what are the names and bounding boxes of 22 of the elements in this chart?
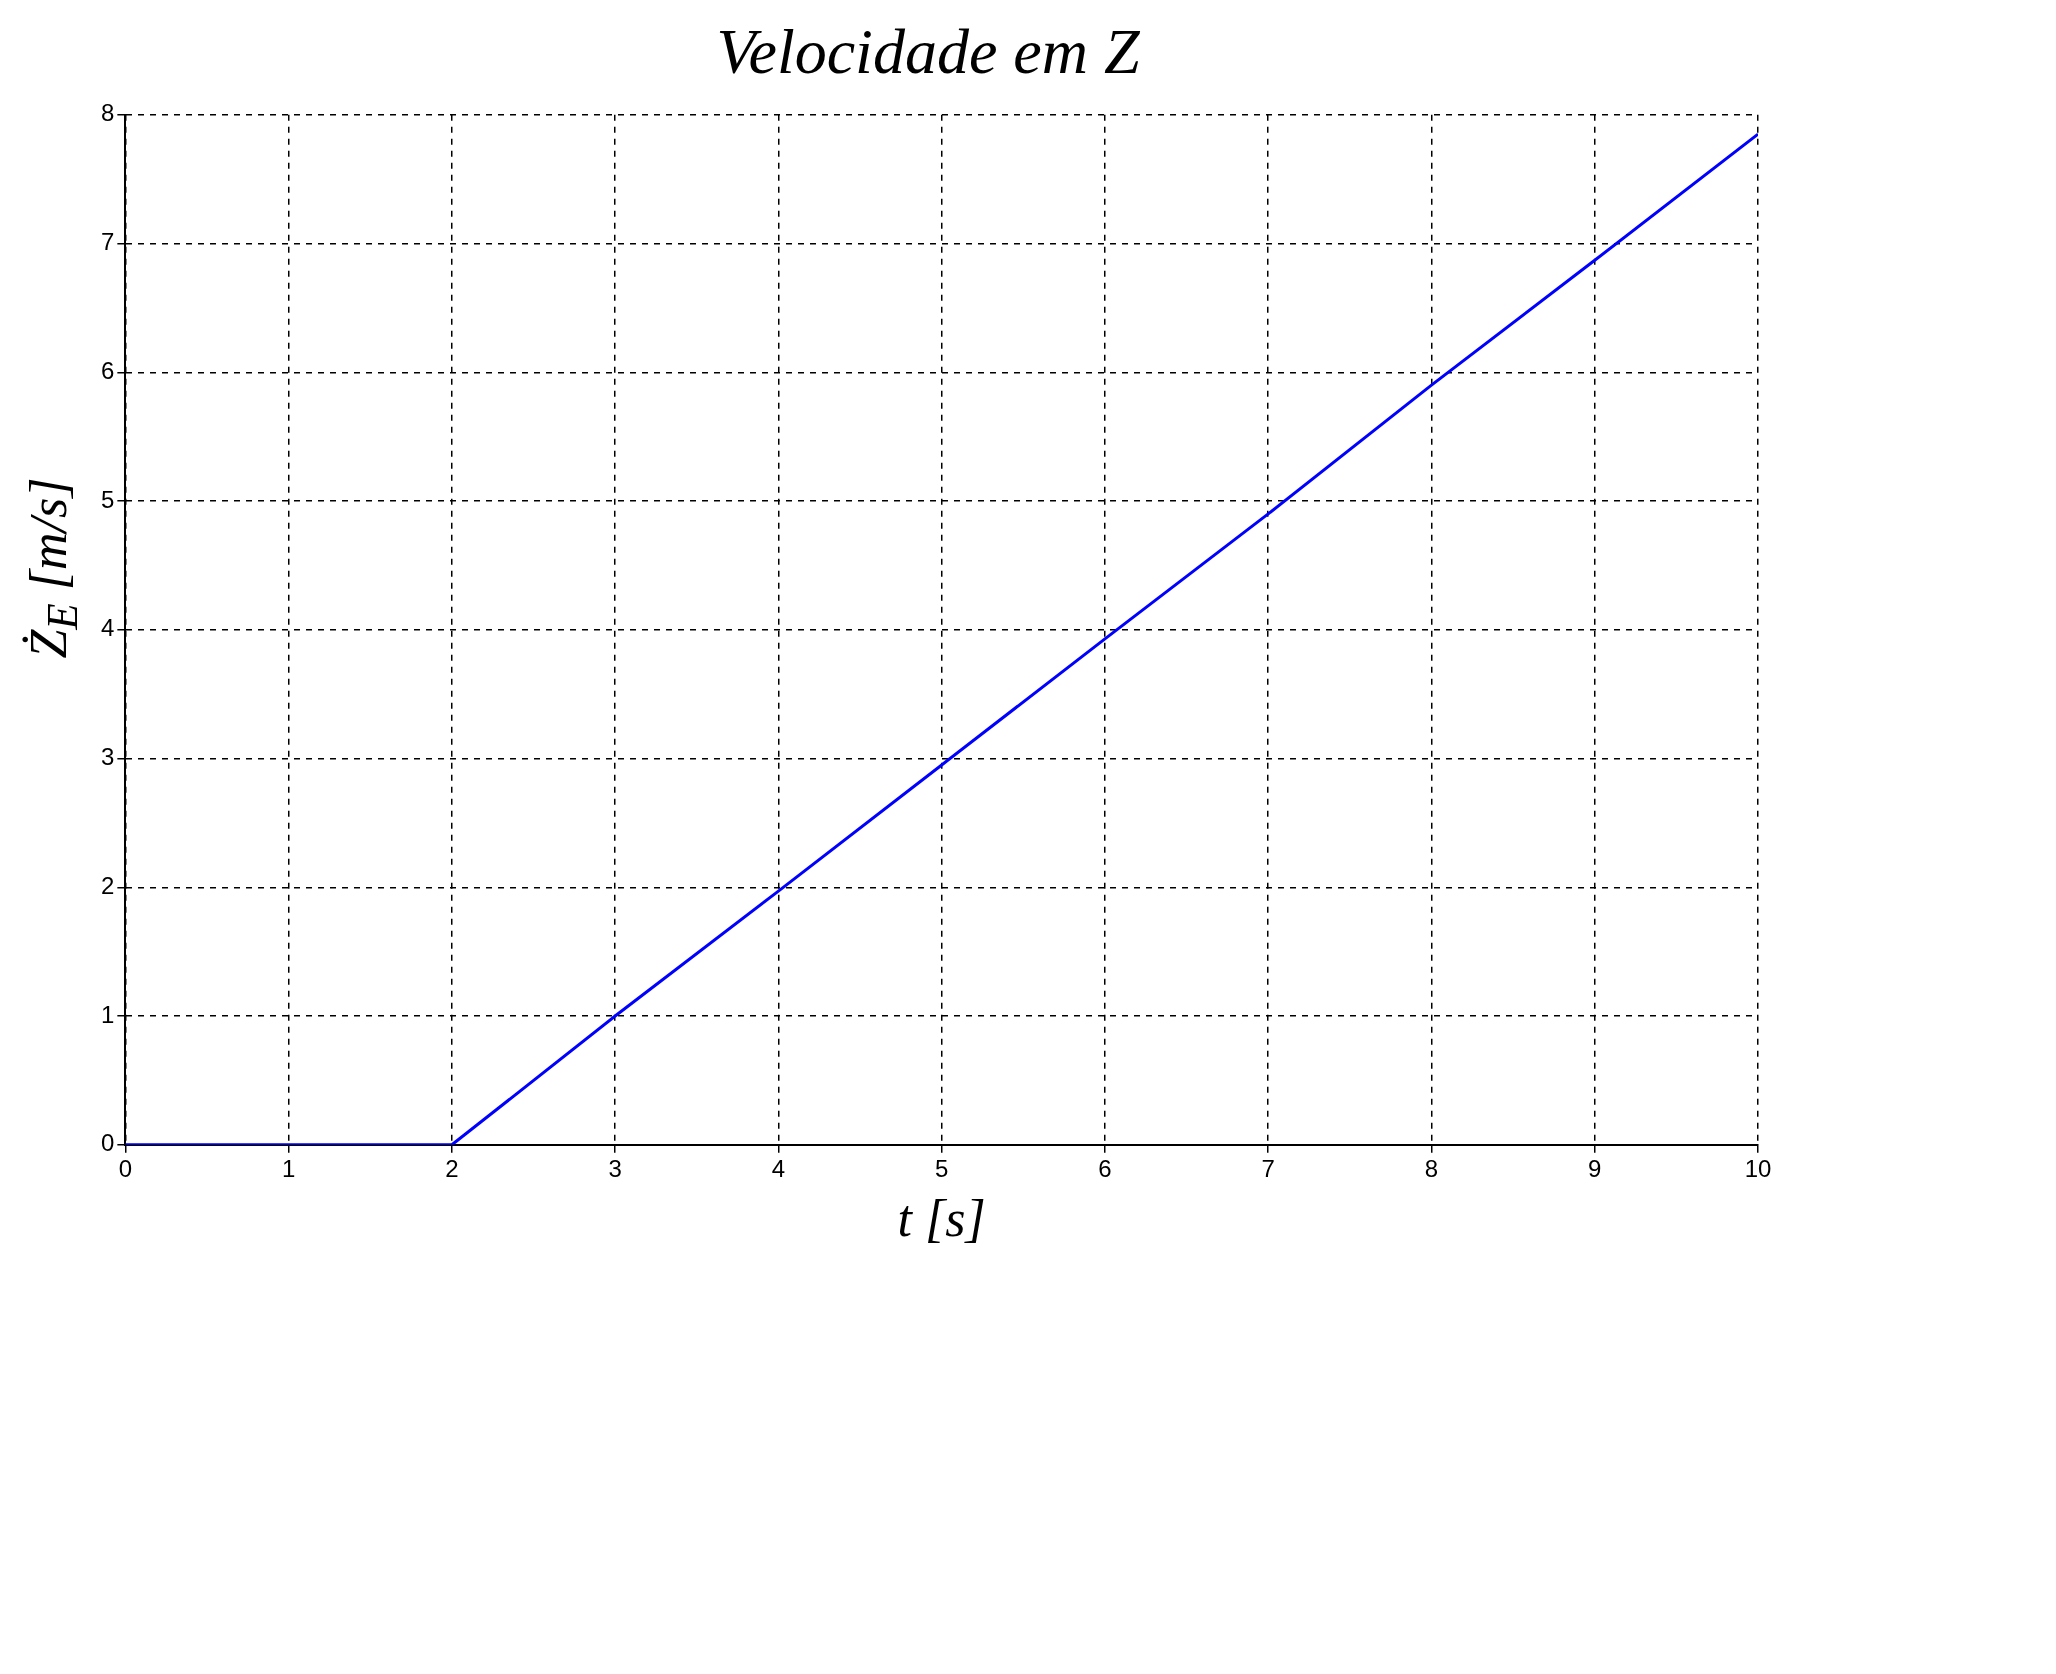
y-tick-label: 4	[100, 614, 115, 642]
y-tick-label: 2	[100, 871, 115, 899]
x-tick-label: 5	[934, 1154, 949, 1182]
x-tick-label: 8	[1424, 1154, 1439, 1182]
chart-title: Velocidade em Z	[716, 16, 1141, 88]
x-tick-label: 10	[1744, 1154, 1772, 1182]
y-tick-label: 8	[100, 99, 115, 127]
x-tick-label: 9	[1588, 1154, 1602, 1182]
y-tick-label: 6	[100, 356, 115, 384]
x-tick-label: 1	[281, 1154, 296, 1182]
y-tick-label: 3	[100, 743, 115, 771]
x-tick-label: 4	[771, 1154, 786, 1182]
x-tick-label: 3	[608, 1154, 622, 1182]
x-tick-label: 6	[1098, 1154, 1112, 1182]
x-axis-title: t [s]	[897, 1190, 986, 1248]
y-tick-label: 7	[100, 228, 115, 256]
x-tick-label: 2	[445, 1154, 459, 1182]
y-tick-label: 1	[100, 1000, 115, 1028]
x-tick-label: 7	[1261, 1154, 1275, 1182]
x-tick-label: 0	[118, 1154, 133, 1182]
y-tick-label: 0	[100, 1129, 115, 1157]
y-tick-label: 5	[100, 485, 115, 513]
